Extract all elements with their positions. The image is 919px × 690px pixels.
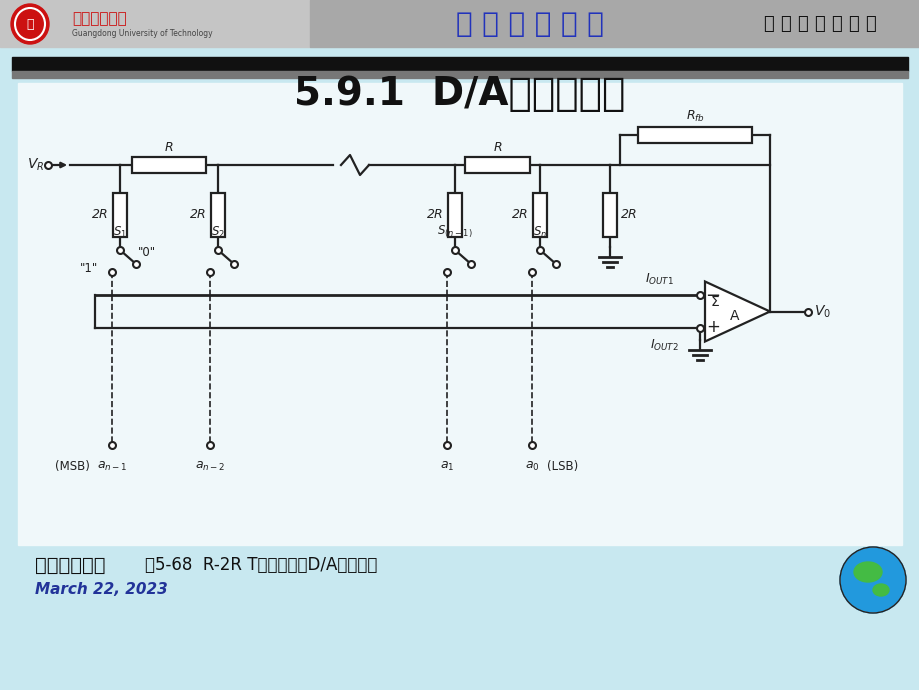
Text: R: R [165,141,173,154]
Text: $S_{(n-1)}$: $S_{(n-1)}$ [437,224,472,240]
Text: $a_1$: $a_1$ [439,460,454,473]
Text: $V_R$: $V_R$ [27,157,44,173]
Text: (MSB): (MSB) [55,460,90,473]
Bar [12,57,907,71]
Text: (LSB): (LSB) [547,460,578,473]
Text: Guangdong University of Technology: Guangdong University of Technology [72,30,212,39]
Bar [310,0,919,47]
Text: 2R: 2R [620,208,637,221]
Text: 2R: 2R [190,208,207,221]
Text: A: A [730,310,739,324]
Text: 5.9.1  D/A的转换原理: 5.9.1 D/A的转换原理 [294,75,625,113]
Bar [602,193,617,237]
Text: $I_{OUT1}$: $I_{OUT1}$ [644,272,674,287]
Ellipse shape [872,584,888,596]
Text: $a_{n-1}$: $a_{n-1}$ [96,460,127,473]
Text: "1": "1" [80,262,98,275]
Text: $a_0$: $a_0$ [524,460,539,473]
Bar [12,71,907,78]
Text: $V_0$: $V_0$ [813,304,830,319]
Ellipse shape [853,562,881,582]
Text: 2R: 2R [512,208,528,221]
Bar [210,193,225,237]
Text: 电 气 测 试 技 术: 电 气 测 试 技 术 [456,10,603,38]
Text: $R_{fb}$: $R_{fb}$ [685,109,704,124]
Text: −: − [705,288,720,306]
Bar [532,193,547,237]
Text: 机 械 工 业 出 版 社: 机 械 工 业 出 版 社 [763,15,876,33]
Bar [0,0,310,47]
Circle shape [839,547,905,613]
Text: $S_n$: $S_n$ [532,225,547,240]
Text: +: + [705,317,720,335]
Polygon shape [704,282,769,342]
Text: March 22, 2023: March 22, 2023 [35,582,167,596]
Bar [18,83,901,545]
Ellipse shape [11,4,49,44]
Text: 图5-68  R-2R T型网络系统D/A转换原理: 图5-68 R-2R T型网络系统D/A转换原理 [145,556,377,574]
Text: R: R [493,141,501,154]
Text: 2R: 2R [427,208,444,221]
Text: 转换原理图。: 转换原理图。 [35,555,106,575]
Text: 工: 工 [27,17,34,30]
Text: $a_{n-2}$: $a_{n-2}$ [195,460,225,473]
Text: "0": "0" [138,246,156,259]
Bar [637,127,751,143]
Text: $S_1$: $S_1$ [113,225,127,240]
Bar [448,193,461,237]
Text: Σ: Σ [709,295,719,308]
Bar [465,157,529,173]
Text: $S_2$: $S_2$ [210,225,225,240]
Text: $I_{OUT2}$: $I_{OUT2}$ [650,338,678,353]
Text: 广东工业大学: 广东工业大学 [72,12,127,26]
Bar [113,193,127,237]
Bar [131,157,206,173]
Text: 2R: 2R [92,208,108,221]
